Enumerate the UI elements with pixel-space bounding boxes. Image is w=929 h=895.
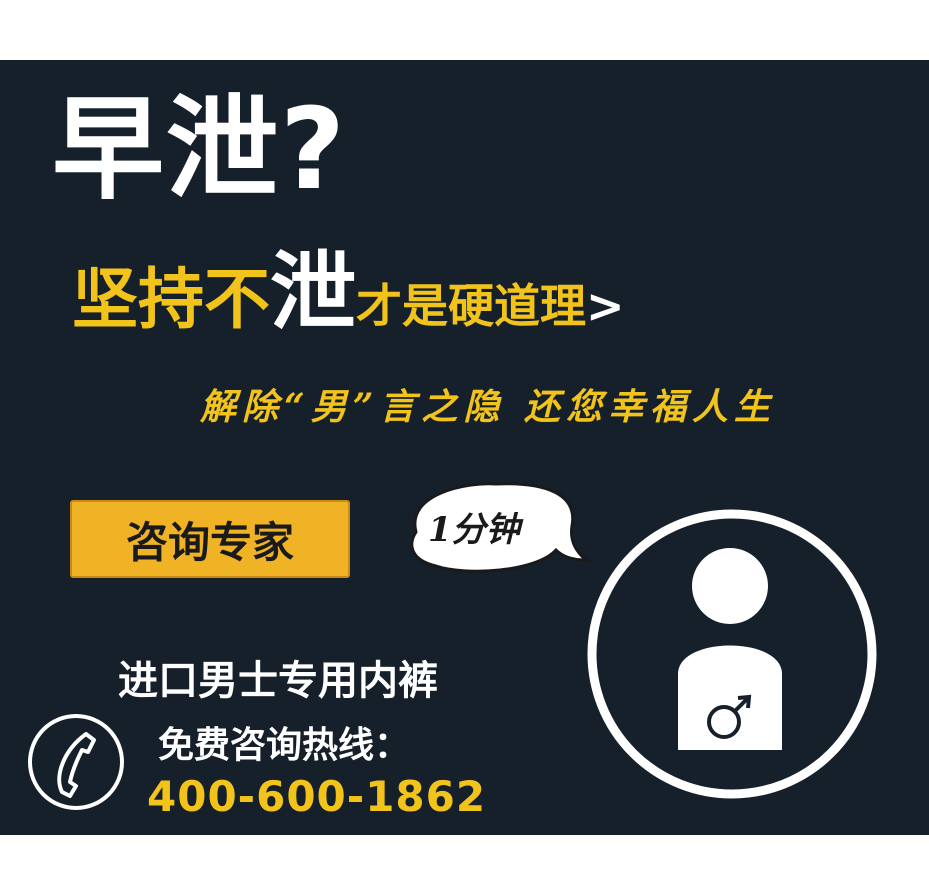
subline-part1: 坚持不	[72, 261, 270, 338]
subline: 坚持不泄才是硬道理>	[72, 250, 625, 336]
subline-part3: 才是硬道理	[356, 279, 586, 333]
subline-part2: 泄	[270, 243, 356, 343]
speech-bubble-icon	[410, 482, 591, 573]
male-symbol-icon	[707, 694, 752, 739]
bubble-text: 1分钟	[428, 510, 520, 550]
phone-number[interactable]: 400-600-1862	[147, 772, 487, 821]
consult-expert-label: 咨询专家	[125, 517, 294, 567]
phone-icon	[28, 714, 124, 810]
tagline: 解除“男”言之隐 还您幸福人生	[200, 386, 776, 428]
subline-arrow: >	[586, 279, 625, 333]
product-line: 进口男士专用内裤	[118, 658, 438, 704]
male-person-icon	[587, 509, 877, 799]
ad-banner: 早泄? 坚持不泄才是硬道理> 解除“男”言之隐 还您幸福人生 咨询专家 1分钟 …	[0, 60, 929, 835]
consult-expert-button[interactable]: 咨询专家	[70, 500, 350, 578]
headline: 早泄?	[52, 85, 347, 215]
hotline-label: 免费咨询热线：	[158, 725, 411, 766]
